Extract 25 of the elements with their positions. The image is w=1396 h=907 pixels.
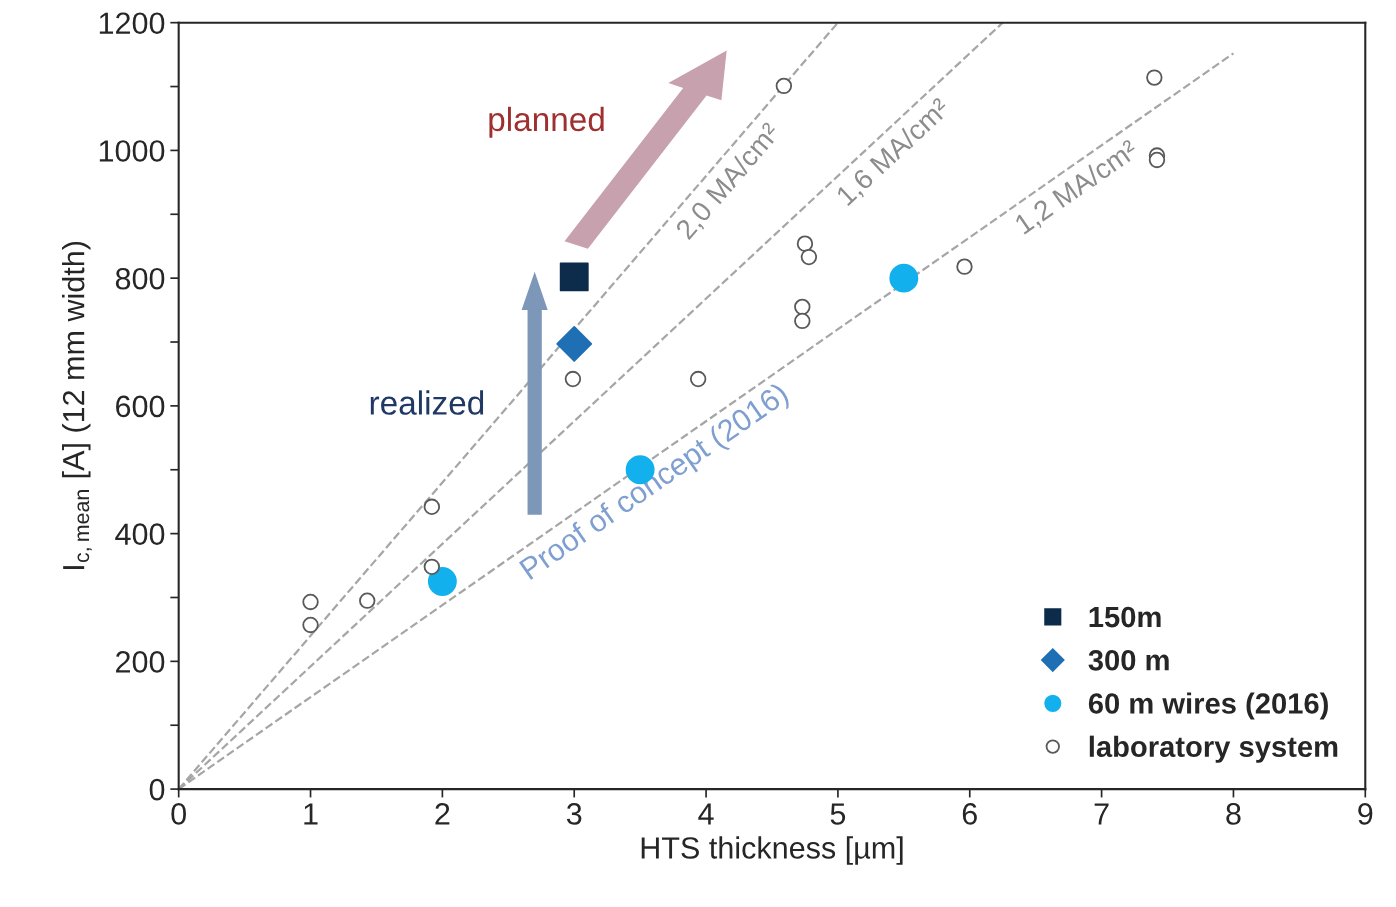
x-tick-label: 6 — [962, 803, 977, 825]
x-tick-label: 8 — [1226, 803, 1241, 825]
legend-label: 60 m wires (2016) — [1088, 692, 1328, 720]
x-tick-label: 9 — [1358, 803, 1373, 825]
x-tick-label: 1 — [304, 803, 318, 825]
legend-label: laboratory system — [1089, 735, 1338, 763]
x-tick-label: 3 — [566, 803, 582, 825]
y-tick-label: 1200 — [99, 12, 165, 35]
y-tick-label: 600 — [116, 395, 165, 418]
annotation: realized — [370, 390, 484, 415]
y-tick-label: 400 — [115, 523, 165, 545]
y-axis-title: I$_{c,mean}$ [A] (12 mm width) — [62, 241, 92, 569]
x-axis-title: HTS thickness [µm] — [641, 836, 903, 865]
y-tick-label: 0 — [149, 778, 165, 801]
annotation: planned — [489, 106, 604, 138]
legend-label: 150m — [1089, 606, 1161, 628]
x-tick-label: 2 — [435, 803, 450, 825]
x-tick-label: 4 — [698, 803, 714, 825]
y-tick-label: 1000 — [99, 140, 165, 162]
legend-label: 300 m — [1088, 649, 1169, 671]
x-tick-label: 5 — [830, 803, 846, 825]
y-tick-label: 200 — [116, 651, 165, 673]
y-tick-label: 800 — [115, 267, 165, 290]
x-tick-label: 0 — [171, 803, 186, 825]
x-tick-label: 7 — [1094, 803, 1109, 825]
